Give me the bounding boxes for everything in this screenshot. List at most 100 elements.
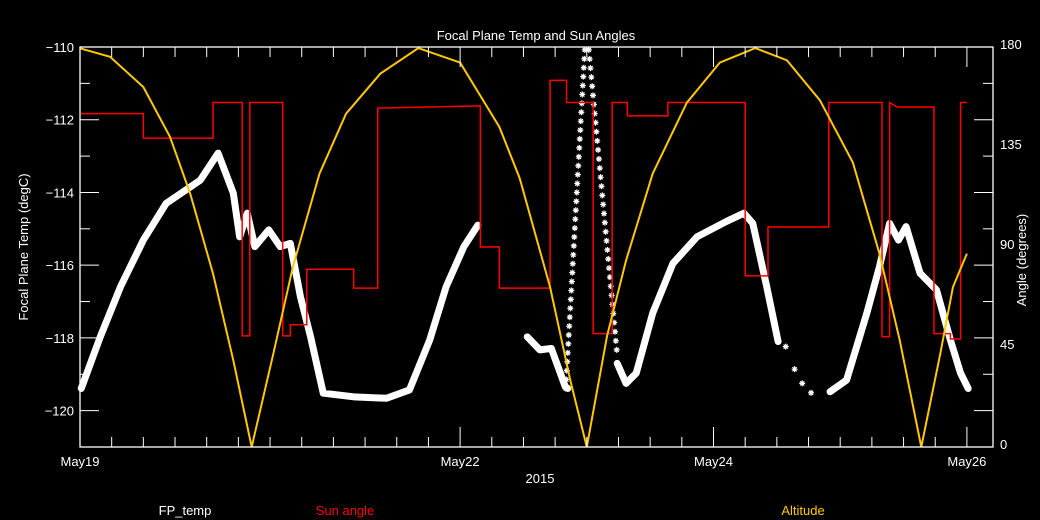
x-tick-label: May24 bbox=[694, 454, 733, 469]
fp-temp-asterisk-marker bbox=[596, 165, 603, 172]
fp-temp-asterisk-marker bbox=[590, 92, 597, 99]
fp-temp-asterisk-marker bbox=[581, 55, 588, 62]
fp-temp-asterisk-marker bbox=[593, 128, 600, 135]
fp-temp-asterisk-marker bbox=[605, 256, 612, 262]
fp-temp-asterisk-marker bbox=[585, 46, 592, 53]
fp-temp-asterisk-marker bbox=[606, 274, 613, 281]
plot-frame bbox=[79, 46, 994, 448]
y-axis-label: Focal Plane Temp (degC) bbox=[16, 173, 31, 320]
fp-temp-asterisk-marker bbox=[579, 91, 586, 98]
fp-temp-asterisk-marker bbox=[592, 119, 599, 126]
y2-axis-label: Angle (degrees) bbox=[1014, 214, 1029, 307]
series-fp-temp-line bbox=[613, 209, 782, 387]
fp-temp-asterisk-marker bbox=[588, 74, 595, 81]
series-sun-angle-line bbox=[80, 79, 967, 340]
y-tick-label: −114 bbox=[46, 185, 74, 200]
fp-temp-asterisk-marker bbox=[577, 118, 584, 125]
fp-temp-asterisk-marker bbox=[569, 269, 576, 276]
x-axis-label: 2015 bbox=[526, 471, 555, 486]
fp-temp-asterisk-marker bbox=[606, 265, 613, 272]
fp-temp-asterisk-marker bbox=[573, 198, 580, 205]
fp-temp-asterisk-marker bbox=[603, 237, 610, 244]
fp-temp-asterisk-marker bbox=[571, 234, 578, 240]
fp-temp-asterisk-marker bbox=[580, 64, 587, 71]
fp-temp-asterisk-marker bbox=[578, 100, 585, 107]
legend-fp-temp: FP_temp bbox=[159, 503, 212, 518]
fp-temp-asterisk-marker bbox=[595, 156, 602, 162]
y-tick-label: −112 bbox=[46, 113, 74, 128]
fp-temp-asterisk-marker bbox=[568, 287, 575, 294]
fp-temp-asterisk-marker bbox=[782, 343, 789, 350]
series-fp-temp-line bbox=[77, 149, 482, 402]
fp-temp-asterisk-marker bbox=[564, 349, 571, 356]
fp-temp-asterisk-marker bbox=[572, 207, 579, 214]
legend-altitude: Altitude bbox=[781, 503, 824, 518]
y2-tick-label: 45 bbox=[1000, 337, 1014, 352]
fp-temp-asterisk-marker bbox=[563, 367, 570, 374]
fp-temp-asterisk-marker bbox=[613, 346, 620, 353]
fp-temp-asterisk-marker bbox=[799, 380, 806, 387]
y2-tick-label: 180 bbox=[1000, 37, 1022, 52]
fp-temp-asterisk-marker bbox=[597, 174, 604, 181]
plot-area bbox=[77, 46, 972, 448]
fp-temp-asterisk-marker bbox=[586, 56, 593, 62]
y2-tick-label: 0 bbox=[1000, 437, 1007, 452]
x-tick-label: May26 bbox=[947, 454, 986, 469]
fp-temp-asterisk-marker bbox=[601, 219, 608, 226]
x-tick-label: May22 bbox=[441, 454, 480, 469]
fp-temp-asterisk-marker bbox=[601, 210, 608, 217]
x-tick-label: May19 bbox=[60, 454, 99, 469]
fp-temp-asterisk-marker bbox=[595, 146, 602, 153]
fp-temp-asterisk-marker bbox=[577, 127, 584, 134]
chart-title: Focal Plane Temp and Sun Angles bbox=[437, 28, 636, 43]
fp-temp-asterisk-marker bbox=[599, 192, 606, 199]
fp-temp-asterisk-marker bbox=[607, 283, 614, 290]
fp-temp-asterisk-marker bbox=[791, 366, 798, 373]
fp-temp-asterisk-marker bbox=[573, 189, 580, 196]
legend: FP_temp Sun angle Altitude bbox=[159, 503, 825, 518]
fp-temp-asterisk-marker bbox=[563, 376, 570, 383]
fp-temp-asterisk-marker bbox=[566, 314, 573, 321]
fp-temp-asterisk-marker bbox=[570, 242, 577, 249]
fp-temp-asterisk-marker bbox=[566, 323, 573, 330]
fp-temp-asterisk-marker bbox=[565, 340, 572, 347]
axes: −110 −112 −114 −116 −118 −120 0 45 90 135 180 May19… bbox=[45, 37, 1022, 469]
y-tick-label: −116 bbox=[46, 258, 74, 273]
fp-temp-asterisk-marker bbox=[600, 201, 607, 208]
fp-temp-asterisk-marker bbox=[580, 73, 587, 80]
legend-sun-angle: Sun angle bbox=[316, 503, 375, 518]
y-tick-label: −120 bbox=[45, 404, 74, 419]
y2-tick-label: 135 bbox=[1000, 137, 1022, 152]
fp-temp-asterisk-marker bbox=[612, 337, 619, 344]
fp-temp-asterisk-marker bbox=[598, 183, 605, 190]
fp-temp-asterisk-marker bbox=[575, 162, 582, 169]
fp-temp-asterisk-marker bbox=[562, 385, 569, 392]
fp-temp-asterisk-marker bbox=[591, 110, 598, 117]
fp-temp-asterisk-marker bbox=[567, 296, 574, 303]
y-tick-label: −118 bbox=[46, 331, 74, 346]
fp-temp-asterisk-marker bbox=[579, 82, 586, 89]
fp-temp-asterisk-marker bbox=[571, 225, 578, 232]
fp-temp-asterisk-marker bbox=[589, 83, 596, 90]
fp-temp-asterisk-marker bbox=[576, 136, 583, 142]
fp-temp-asterisk-marker bbox=[565, 332, 572, 338]
fp-temp-asterisk-marker bbox=[576, 144, 583, 151]
fp-temp-asterisk-marker bbox=[569, 260, 576, 267]
y-tick-label: −110 bbox=[46, 40, 74, 55]
fp-temp-asterisk-marker bbox=[602, 228, 609, 235]
fp-temp-asterisk-marker bbox=[587, 65, 594, 72]
fp-temp-asterisk-marker bbox=[567, 305, 574, 312]
fp-temp-asterisk-marker bbox=[570, 251, 577, 258]
fp-temp-asterisk-marker bbox=[581, 46, 588, 53]
fp-temp-asterisk-marker bbox=[574, 180, 581, 187]
fp-temp-asterisk-marker bbox=[594, 137, 601, 144]
series-fp-temp-line bbox=[826, 219, 972, 396]
fp-temp-asterisk-marker bbox=[578, 109, 585, 116]
fp-temp-asterisk-marker bbox=[611, 319, 618, 326]
fp-temp-asterisk-marker bbox=[604, 246, 611, 253]
fp-temp-asterisk-marker bbox=[572, 216, 579, 223]
series-altitude-line bbox=[79, 47, 968, 448]
fp-temp-asterisk-marker bbox=[611, 328, 618, 335]
